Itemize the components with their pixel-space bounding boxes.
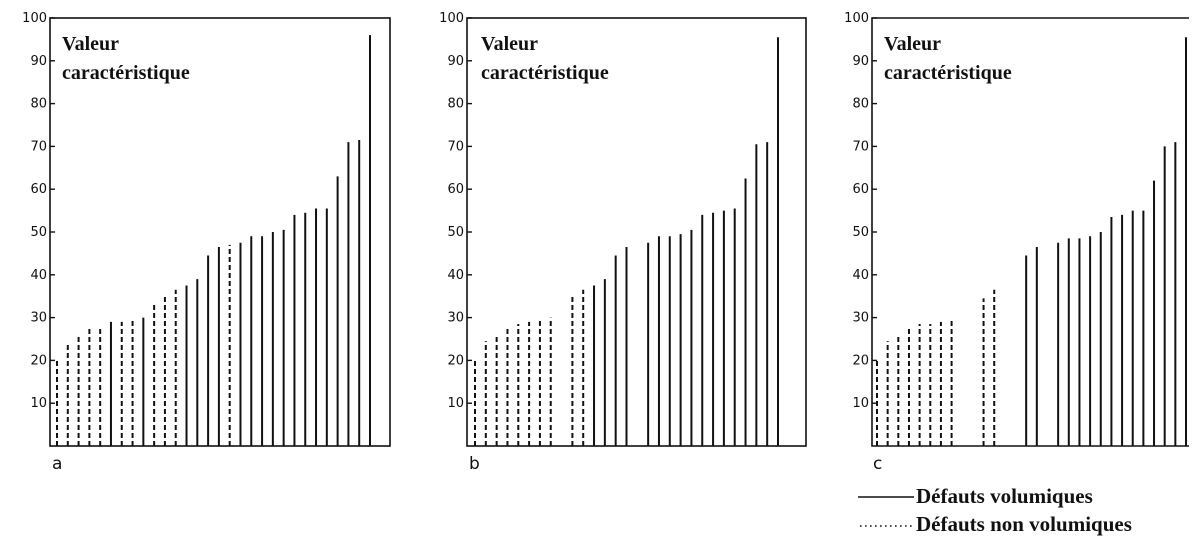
ytick-label-c-40: 40 [852, 268, 869, 283]
ylabel-a-line2: caractéristique [62, 62, 190, 84]
ytick-label-c-70: 70 [852, 139, 869, 154]
ylabel-c-line2: caractéristique [884, 62, 1012, 84]
ytick-label-b-40: 40 [447, 268, 464, 283]
ytick-label-a-70: 70 [30, 139, 47, 154]
yticks-b: 10 20 30 40 50 60 70 80 90 100 [439, 11, 472, 411]
ylabel-a-line1: Valeur [62, 33, 119, 55]
ytick-label-b-10: 10 [447, 396, 464, 411]
ylabel-b-line2: caractéristique [481, 62, 609, 84]
ytick-label-a-80: 80 [30, 97, 47, 112]
ytick-label-a-20: 20 [30, 353, 47, 368]
ytick-label-c-50: 50 [852, 225, 869, 240]
yticks-c: 10 20 30 40 50 60 70 80 90 100 [844, 11, 877, 411]
panel-label-a: a [52, 454, 62, 474]
ytick-label-b-50: 50 [447, 225, 464, 240]
panel-a: 10 20 30 40 50 60 70 80 90 100 Valeur caractérist… [22, 11, 391, 474]
ytick-label-a-100: 100 [22, 11, 47, 26]
ytick-label-a-10: 10 [30, 396, 47, 411]
ytick-label-a-30: 30 [30, 311, 47, 326]
ytick-label-c-80: 80 [852, 97, 869, 112]
ytick-label-b-30: 30 [447, 311, 464, 326]
panel-b: 10 20 30 40 50 60 70 80 90 100 Valeur caractérist… [439, 11, 807, 474]
ytick-label-a-50: 50 [30, 225, 47, 240]
legend: Défauts volumiques Défauts non volumique… [858, 484, 1132, 536]
ytick-label-c-90: 90 [852, 54, 869, 69]
ytick-label-c-100: 100 [844, 11, 869, 26]
ytick-label-c-60: 60 [852, 182, 869, 197]
ytick-label-b-60: 60 [447, 182, 464, 197]
bars-c [876, 37, 1187, 446]
ytick-label-a-90: 90 [30, 54, 47, 69]
ylabel-b-line1: Valeur [481, 33, 538, 55]
ytick-label-a-40: 40 [30, 268, 47, 283]
ytick-label-c-10: 10 [852, 396, 869, 411]
legend-volumetric-label: Défauts volumiques [916, 484, 1093, 508]
panel-c: 10 20 30 40 50 60 70 80 90 100 Valeur caractérist… [844, 11, 1189, 474]
ytick-label-c-30: 30 [852, 311, 869, 326]
ytick-label-a-60: 60 [30, 182, 47, 197]
yticks-a: 10 20 30 40 50 60 70 80 90 100 [22, 11, 55, 411]
ytick-label-b-90: 90 [447, 54, 464, 69]
ytick-label-b-100: 100 [439, 11, 464, 26]
ytick-label-b-70: 70 [447, 139, 464, 154]
ylabel-c-line1: Valeur [884, 33, 941, 55]
ytick-label-b-80: 80 [447, 97, 464, 112]
bars-a [56, 35, 371, 446]
panel-label-c: c [873, 454, 882, 474]
panel-label-b: b [469, 454, 480, 474]
legend-non-volumetric-label: Défauts non volumiques [916, 512, 1132, 536]
bars-b [474, 37, 779, 446]
ytick-label-b-20: 20 [447, 353, 464, 368]
ytick-label-c-20: 20 [852, 353, 869, 368]
